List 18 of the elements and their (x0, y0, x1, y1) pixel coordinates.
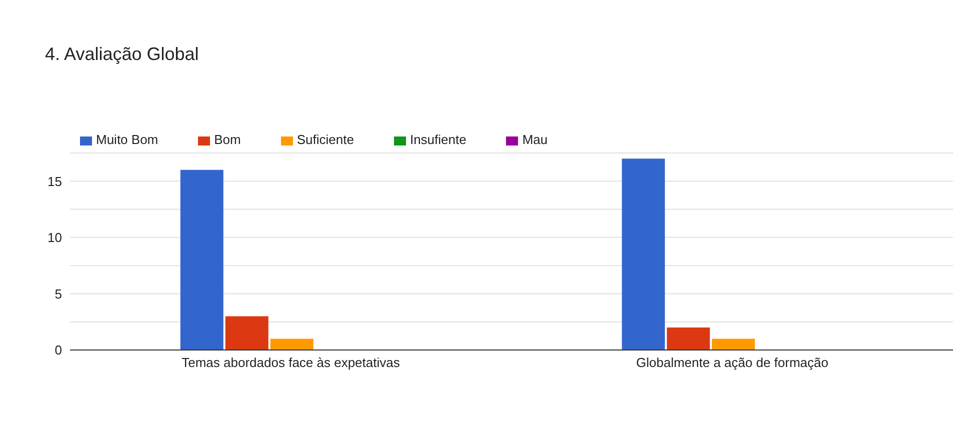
x-tick-label: Temas abordados face às expetativas (182, 355, 400, 370)
legend-label: Bom (214, 132, 241, 147)
legend-label: Mau (522, 132, 548, 147)
bar (180, 170, 224, 350)
bar (712, 338, 755, 350)
bar (666, 327, 710, 350)
y-tick-label: 5 (54, 286, 62, 302)
legend-label: Suficiente (296, 132, 354, 147)
y-tick-label: 0 (54, 342, 62, 358)
chart-title: 4. Avaliação Global (45, 44, 199, 65)
bar (622, 158, 665, 350)
x-tick-label: Globalmente a ação de formação (636, 355, 828, 370)
y-tick-label: 15 (48, 174, 62, 189)
bar (225, 316, 268, 350)
legend-label: Muito Bom (96, 132, 158, 147)
legend-label: Insufiente (410, 132, 466, 147)
bar (270, 338, 314, 350)
y-tick-label: 10 (48, 230, 62, 246)
